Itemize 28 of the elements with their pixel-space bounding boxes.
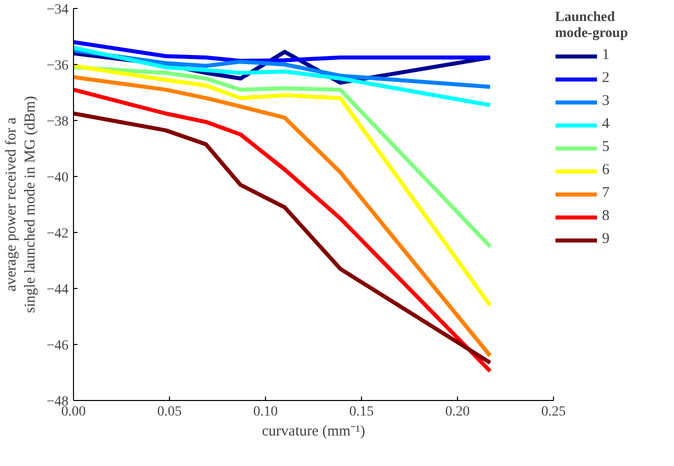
legend-label: 4 bbox=[602, 116, 610, 133]
x-tick-label: 0.15 bbox=[349, 404, 374, 420]
line-series bbox=[74, 40, 492, 63]
legend-label: 3 bbox=[602, 93, 610, 110]
y-tick-label: −46 bbox=[46, 338, 69, 354]
legend-label: 7 bbox=[602, 185, 610, 202]
legend-label: 1 bbox=[602, 47, 610, 64]
y-tick-label: −36 bbox=[46, 58, 69, 74]
line-series bbox=[74, 64, 492, 308]
x-tick-label: 0.05 bbox=[157, 404, 182, 420]
legend-label: 8 bbox=[602, 208, 610, 225]
legend-label: 5 bbox=[602, 139, 610, 156]
line-series bbox=[74, 46, 492, 108]
x-tick-label: 0.10 bbox=[253, 404, 278, 420]
legend-label: 6 bbox=[602, 162, 610, 179]
y-axis-title: average power received for a single launched mode in MG (dBm) bbox=[3, 96, 39, 314]
y-tick-label: −42 bbox=[46, 226, 69, 242]
y-tick-label: −34 bbox=[46, 2, 69, 18]
legend-title: Launched mode-group bbox=[555, 10, 628, 42]
line-series bbox=[74, 65, 492, 248]
x-tick-label: 0.20 bbox=[445, 404, 470, 420]
y-tick-label: −40 bbox=[46, 170, 69, 186]
x-axis-title: curvature (mm⁻¹) bbox=[262, 424, 366, 440]
y-tick-label: −44 bbox=[46, 282, 69, 298]
legend-label: 2 bbox=[602, 70, 610, 87]
legend-label: 9 bbox=[602, 231, 610, 248]
x-tick-label: 0.25 bbox=[541, 404, 566, 420]
y-tick-label: −38 bbox=[46, 114, 69, 130]
